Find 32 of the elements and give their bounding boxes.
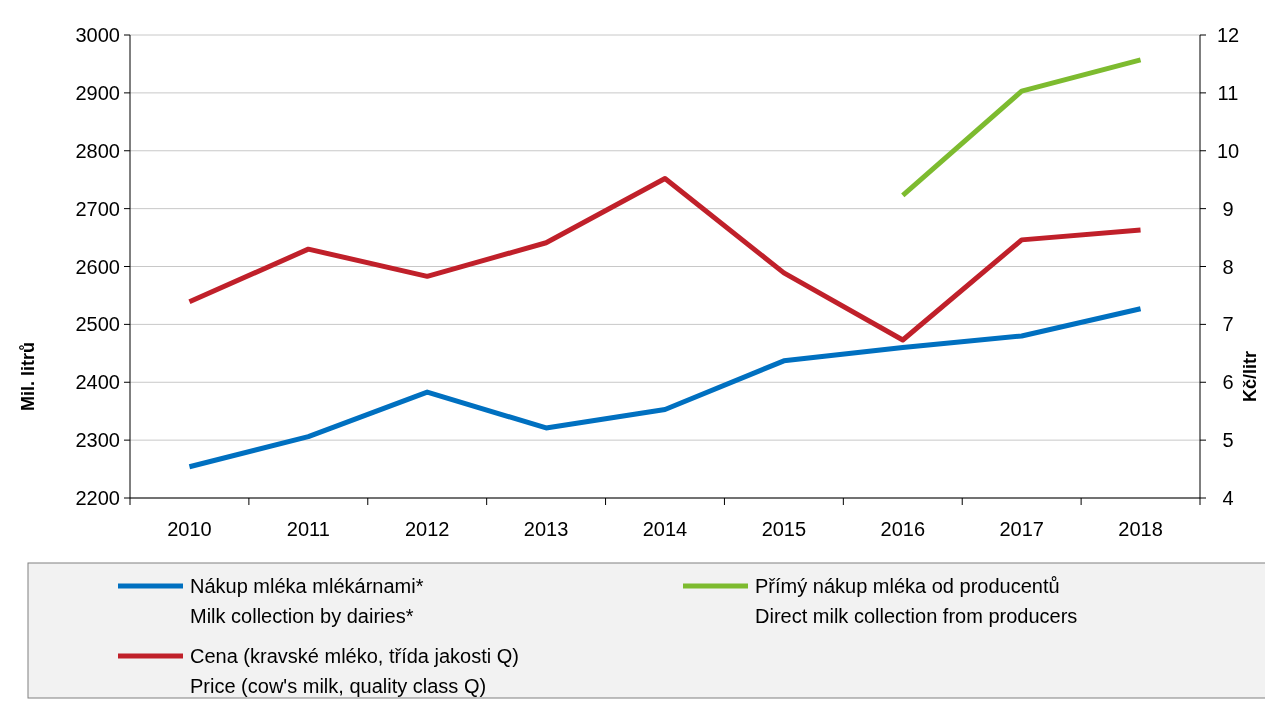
- y-tick-label: 2700: [75, 197, 120, 220]
- legend-label: Přímý nákup mléka od producentů Direct milk collection from producers: [755, 575, 1078, 627]
- y2-tick-label: 4: [1222, 487, 1234, 509]
- y-tick-label: 2300: [75, 429, 120, 452]
- y2-tick-label: 9: [1222, 197, 1234, 220]
- y-tick-label: 3000: [75, 24, 120, 46]
- y-tick-label: 2600: [75, 255, 120, 278]
- y2-tick-label: 8: [1222, 255, 1234, 278]
- x-tick-label: 2013: [523, 518, 569, 540]
- x-tick-label: 2015: [761, 518, 807, 540]
- x-tick-label: 2018: [1118, 518, 1163, 540]
- x-tick-label: 2012: [404, 518, 450, 540]
- y2-tick-label: 6: [1222, 371, 1234, 394]
- x-tick-label: 2016: [880, 518, 926, 540]
- x-tick-label: 2017: [999, 518, 1044, 540]
- y2-tick-label: 7: [1222, 313, 1234, 336]
- y2-tick-label: 12: [1216, 24, 1240, 46]
- y2-tick-label: 5: [1222, 429, 1234, 452]
- y-tick-label: 2800: [75, 139, 120, 162]
- y-tick-label: 2400: [75, 371, 120, 394]
- y-tick-label: 2900: [75, 81, 120, 104]
- y2-axis-title: Kč/litr: [1240, 350, 1260, 403]
- y2-tick-label: 10: [1216, 139, 1240, 162]
- x-tick-label: 2011: [286, 518, 330, 540]
- y-axis-title: Mil. litrů: [18, 342, 38, 411]
- legend-label: Nákup mléka mlékárnami* Milk collection by dairies*: [190, 575, 424, 627]
- x-tick-label: 2010: [167, 518, 212, 540]
- y2-tick-label: 11: [1217, 81, 1239, 104]
- y-tick-label: 2200: [75, 487, 120, 509]
- legend-label: Cena (kravské mléko, třída jakosti Q) Price (cow's milk, quality class Q): [190, 645, 519, 697]
- x-tick-label: 2014: [642, 518, 688, 540]
- y-tick-label: 2500: [75, 313, 120, 336]
